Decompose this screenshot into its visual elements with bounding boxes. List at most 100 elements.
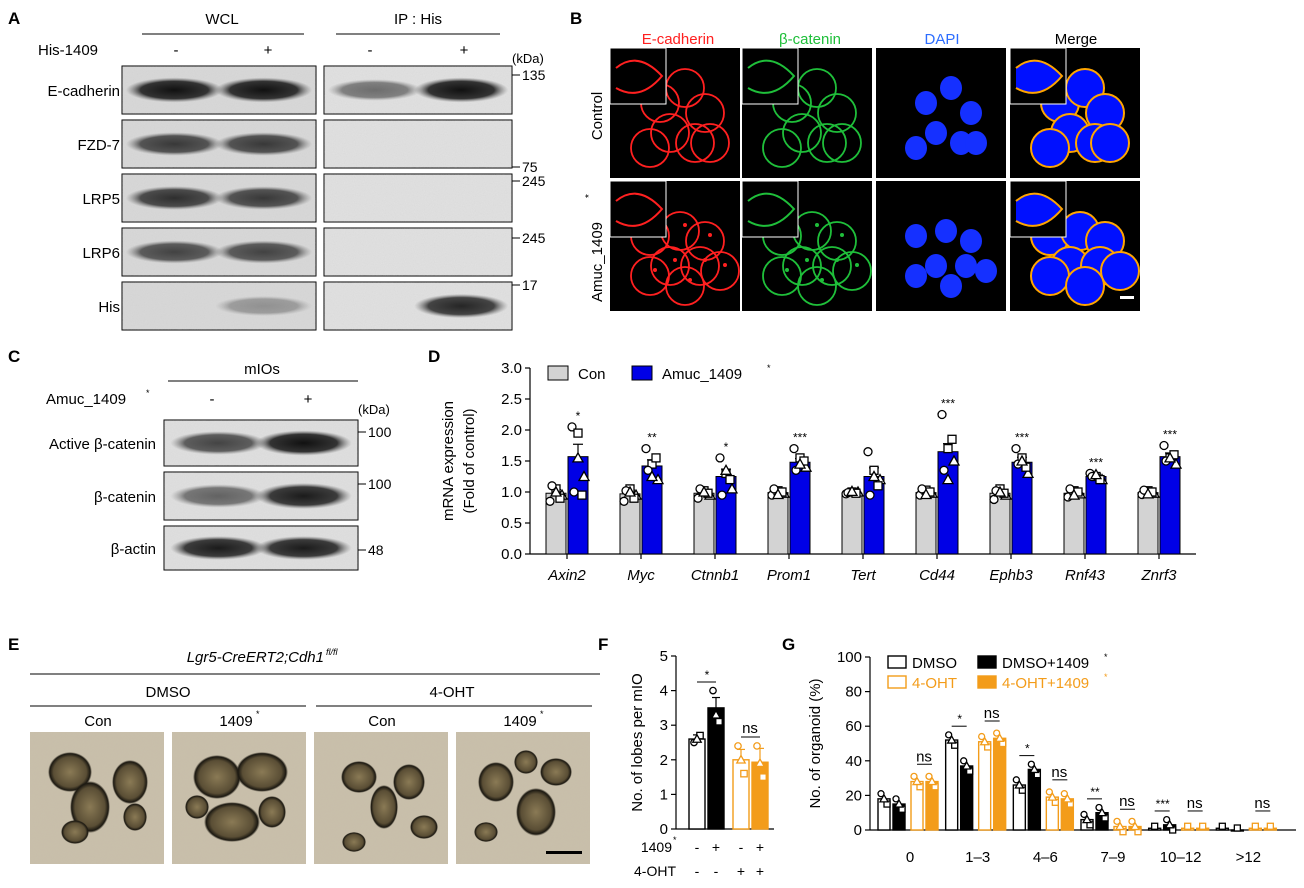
blot-band-c [170, 431, 267, 455]
f-ytick-label: 5 [660, 648, 668, 665]
d-ytick-label: 2.0 [501, 422, 522, 439]
f-row2-val: + [737, 863, 745, 879]
amuc-star-c: * [146, 388, 150, 398]
f-point [740, 769, 748, 778]
g-legend-swatch [977, 655, 997, 669]
marker-label-a: 245 [522, 173, 546, 189]
g-point [994, 732, 1005, 742]
d-point [623, 485, 637, 497]
e-organoid [70, 781, 110, 833]
blot-band-c [255, 482, 352, 510]
e-col-1409-1: 1409 [219, 713, 252, 730]
e-col-con-1: Con [84, 713, 112, 730]
punctum [820, 278, 824, 282]
blot-label-a: His [98, 299, 120, 316]
g-ytick-label: 0 [854, 822, 862, 839]
d-xtick-label: Tert [850, 567, 876, 584]
d-legend-con: Con [578, 366, 606, 383]
blot-band [414, 293, 509, 319]
f-row2-val: - [714, 863, 719, 879]
d-xtick-label: Ctnnb1 [691, 567, 739, 584]
d-ytick-label: 0.0 [501, 546, 522, 563]
d-point [715, 453, 725, 463]
nucleus-dapi [925, 254, 947, 278]
merge-cell [1065, 266, 1105, 306]
membrane-ring [665, 266, 705, 306]
d-point [947, 434, 957, 444]
d-point [793, 457, 807, 469]
nucleus-dapi [940, 76, 962, 100]
blot-label-c: β-catenin [94, 489, 156, 506]
nucleus-dapi [960, 101, 982, 125]
punctum [673, 258, 677, 262]
g-sig-dmso: ** [1090, 785, 1100, 799]
d-point [1011, 443, 1021, 454]
blot-band [215, 77, 313, 103]
d-point [867, 470, 881, 482]
d-legend-swatch-amuc [631, 365, 653, 381]
row-control: Control [589, 92, 606, 140]
punctum [683, 223, 687, 227]
f-point [710, 709, 722, 719]
inset-box [741, 180, 799, 238]
g-sig-oht: ns [1187, 795, 1203, 812]
d-point [651, 453, 661, 463]
g-point [1199, 822, 1207, 830]
g-legend-4oht-1409-star: * [1104, 672, 1108, 682]
punctum [855, 263, 859, 267]
e-col-con-2: Con [368, 713, 396, 730]
f-point [734, 742, 742, 750]
punctum [840, 233, 844, 237]
blot-band [125, 240, 223, 264]
punctum [785, 268, 789, 272]
nucleus-dapi [915, 91, 937, 115]
d-bar-amuc [567, 456, 589, 555]
panel-label-f: F [598, 635, 608, 654]
d-legend-amuc-star: * [767, 363, 771, 373]
blot-label-a: LRP5 [82, 191, 120, 208]
g-ytick-label: 80 [845, 684, 862, 701]
blot-band [215, 295, 313, 317]
g-point [946, 734, 957, 744]
g-point [1062, 793, 1073, 803]
amuc-label-c: Amuc_1409 [46, 391, 126, 408]
g-xtick-label: 7–9 [1100, 849, 1125, 866]
row-amuc: Amuc_1409 [589, 222, 606, 302]
d-point [993, 485, 1007, 497]
nucleus-dapi [905, 136, 927, 160]
f-sig-2: ns [742, 720, 758, 737]
d-legend-swatch-con [547, 365, 569, 381]
membrane-ring [685, 93, 725, 133]
f-row1-val: + [756, 839, 764, 855]
d-point [1021, 467, 1035, 479]
g-sig-oht: ns [1119, 793, 1135, 810]
d-ytick-label: 0.5 [501, 515, 522, 532]
wcl-plus: + [264, 42, 273, 59]
g-legend-4oht-1409: 4-OHT+1409 [1002, 675, 1089, 692]
panel-b: B E-cadherin β-catenin DAPI Merge Contro… [570, 9, 1140, 311]
e-organoid [410, 815, 438, 839]
d-point [845, 485, 859, 497]
panel-label-g: G [782, 635, 795, 654]
d-point [865, 490, 875, 500]
d-xtick-label: Znrf3 [1140, 567, 1177, 584]
panel-g: G 0 20 40 60 80 100 No. of organoid (%) 0 ns 1–3 *… [782, 635, 1296, 866]
g-point [1096, 807, 1108, 817]
f-row1-val: + [712, 839, 720, 855]
g-point [1114, 821, 1126, 831]
d-point [939, 465, 949, 475]
marker-label-a: 135 [522, 67, 546, 83]
col-b-catenin: β-catenin [779, 31, 841, 48]
g-xtick-label: 4–6 [1033, 849, 1058, 866]
d-point [937, 409, 947, 420]
ip-plus: + [460, 42, 469, 59]
g-point [979, 736, 990, 746]
f-row1-val: - [739, 839, 744, 855]
d-point [577, 490, 587, 500]
f-row2-label: 4-OHT [634, 863, 676, 879]
d-sig: * [724, 440, 729, 454]
membrane-ring [782, 246, 822, 286]
marker-label-a: 75 [522, 159, 538, 175]
e-col-1409-2-star: * [540, 709, 544, 719]
